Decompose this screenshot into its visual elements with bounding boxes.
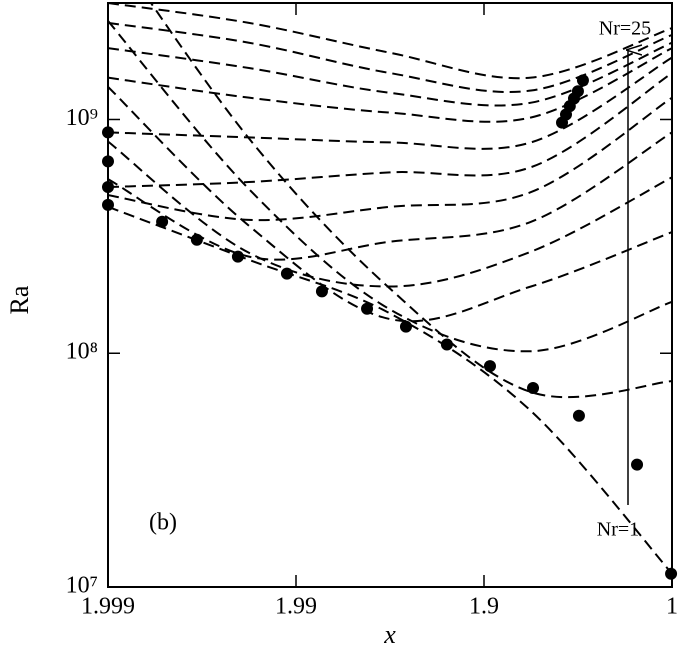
y-tick-label: 10⁷ xyxy=(66,573,98,599)
x-axis-label: x xyxy=(383,620,396,649)
data-point xyxy=(102,155,114,168)
curve xyxy=(149,3,672,399)
plot-frame xyxy=(107,2,673,588)
data-point xyxy=(102,198,114,211)
data-point xyxy=(483,360,496,373)
curve xyxy=(108,205,672,575)
annotation: (b) xyxy=(149,510,177,536)
data-point xyxy=(527,382,540,395)
data-point xyxy=(571,85,584,98)
y-tick-label: 10⁹ xyxy=(66,105,98,131)
annotation: Nr=25 xyxy=(599,18,651,40)
data-point xyxy=(280,267,293,280)
y-tick-label: 10⁸ xyxy=(66,339,98,365)
data-point xyxy=(156,215,169,228)
x-tick-label: 1.999 xyxy=(81,594,135,620)
curve xyxy=(108,56,672,150)
curve xyxy=(108,140,672,288)
x-tick-label: 1 xyxy=(666,594,678,620)
data-point xyxy=(102,126,114,139)
curve xyxy=(108,47,672,123)
x-tick-label: 1.9 xyxy=(469,594,499,620)
curve xyxy=(108,3,672,80)
curve xyxy=(108,20,672,353)
x-tick-label: 1.99 xyxy=(275,594,317,620)
data-point xyxy=(102,181,114,194)
data-point xyxy=(399,320,412,333)
data-point xyxy=(440,338,453,351)
curves xyxy=(108,3,672,575)
curve xyxy=(108,86,672,323)
data-point xyxy=(361,302,374,315)
data-point xyxy=(631,458,644,471)
data-point xyxy=(315,285,328,298)
y-axis-label: Ra xyxy=(5,285,34,314)
curve xyxy=(108,96,672,222)
data-point xyxy=(190,233,203,246)
data-point xyxy=(231,250,244,263)
data-point xyxy=(665,567,678,580)
data-point xyxy=(576,74,589,87)
data-point xyxy=(572,409,585,422)
annotation: Nr=1 xyxy=(597,519,639,541)
